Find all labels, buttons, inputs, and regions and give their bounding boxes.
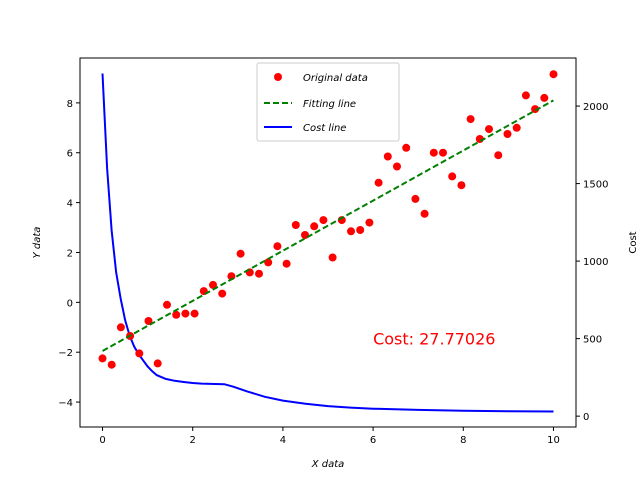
- data-point: [236, 249, 245, 258]
- data-point: [181, 309, 190, 318]
- data-point: [512, 123, 521, 132]
- y2-tick-label: 1500: [583, 180, 608, 191]
- legend-label-original-data: Original data: [303, 73, 368, 84]
- data-point: [347, 227, 355, 236]
- legend-box: [256, 62, 400, 142]
- legend: Original data Fitting line Cost line: [256, 62, 400, 142]
- data-point: [116, 323, 125, 332]
- y2-tick-label: 500: [583, 335, 602, 346]
- plot-frame: [79, 57, 577, 428]
- data-point: [411, 194, 420, 203]
- y2-axis-label: Cost: [628, 231, 639, 253]
- data-point: [383, 152, 392, 161]
- data-point: [264, 258, 273, 267]
- data-point: [291, 221, 300, 229]
- data-point: [310, 222, 319, 231]
- data-point: [356, 226, 365, 234]
- y2-tick-label: 2000: [583, 102, 608, 113]
- data-point: [457, 181, 466, 190]
- data-point: [153, 359, 162, 368]
- data-point: [218, 289, 227, 298]
- data-point: [420, 209, 429, 218]
- data-point: [255, 269, 263, 278]
- data-point: [494, 151, 503, 160]
- axis-ticks: 0 2 4 6 8 10 −4 −2 0 2 4 6 8 0 500 1000 1500 2000: [58, 99, 608, 446]
- y-tick-label: −2: [58, 348, 73, 359]
- data-point: [135, 349, 144, 358]
- x-tick-label: 0: [99, 435, 105, 446]
- y2-tick-label: 1000: [583, 257, 608, 268]
- data-point: [107, 360, 116, 369]
- data-point: [540, 93, 549, 102]
- y-tick-label: 6: [67, 149, 73, 160]
- x-tick-label: 4: [280, 435, 286, 446]
- x-axis-label: X data: [311, 459, 345, 470]
- data-point: [163, 300, 171, 309]
- data-point: [319, 216, 328, 225]
- plot-area: [98, 70, 558, 413]
- cost-annotation: Cost: 27.77026: [373, 330, 495, 349]
- x-tick-label: 2: [190, 435, 196, 446]
- y-tick-label: 2: [67, 248, 73, 259]
- data-point: [282, 259, 291, 268]
- data-point: [172, 310, 181, 319]
- fitting-line: [102, 99, 554, 352]
- data-point: [365, 218, 374, 227]
- data-point: [190, 309, 199, 318]
- y2-tick-label: 0: [583, 412, 589, 423]
- x-tick-label: 10: [547, 435, 560, 446]
- y-tick-label: 8: [67, 99, 73, 110]
- y-tick-label: −4: [58, 398, 73, 409]
- data-point: [144, 317, 153, 325]
- x-tick-label: 8: [460, 435, 466, 446]
- data-point: [531, 105, 540, 114]
- legend-label-fitting-line: Fitting line: [303, 99, 356, 110]
- data-point: [209, 280, 217, 289]
- data-point: [503, 130, 512, 138]
- data-point: [466, 115, 475, 124]
- y-tick-label: 0: [67, 298, 73, 309]
- data-point: [374, 178, 383, 187]
- data-point: [273, 242, 282, 251]
- data-point: [549, 70, 558, 79]
- data-point: [98, 354, 107, 363]
- data-point: [521, 91, 530, 100]
- cost-line: [101, 73, 554, 413]
- data-point: [439, 148, 447, 157]
- data-point: [402, 143, 411, 152]
- data-point: [429, 148, 438, 157]
- data-point: [328, 253, 337, 262]
- x-tick-label: 6: [370, 435, 376, 446]
- data-point: [393, 162, 401, 171]
- y-tick-label: 4: [67, 199, 73, 210]
- data-point: [448, 172, 457, 181]
- legend-marker-original-data: [274, 73, 282, 81]
- legend-label-cost-line: Cost line: [303, 123, 346, 134]
- y-axis-label: Y data: [32, 227, 43, 259]
- data-point: [485, 125, 493, 134]
